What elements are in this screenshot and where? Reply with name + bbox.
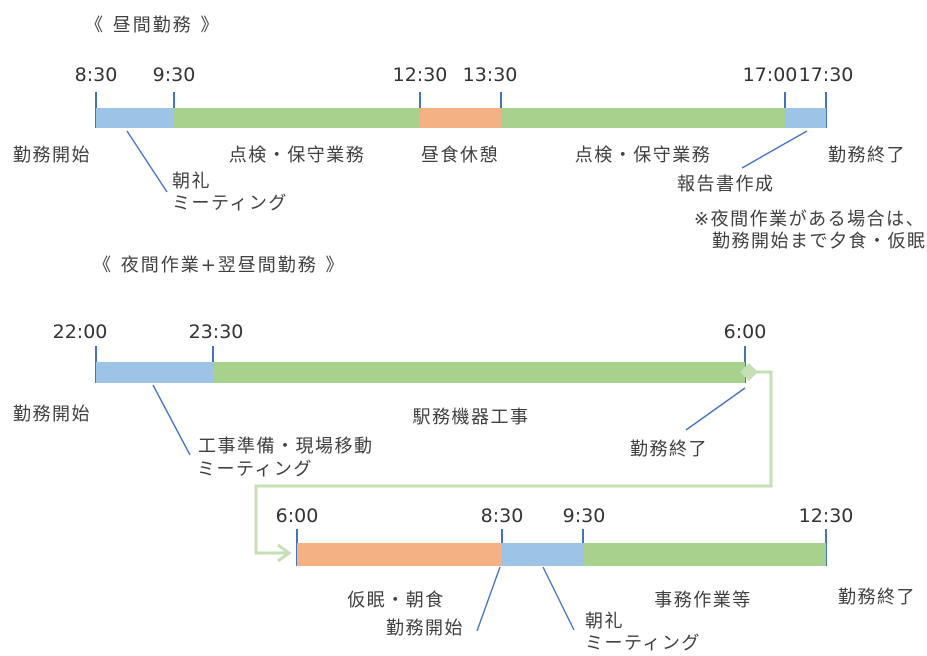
morning-label-end: 勤務終了 [838,587,916,608]
night-label-construction: 駅務機器工事 [412,407,530,428]
morning-segment-nap [297,543,502,566]
morning-tick-1230 [825,529,827,566]
morning-time-1230: 12:30 [798,505,854,527]
leader-night-end [685,387,746,431]
leader-day-meeting [126,130,168,193]
morning-segment-meeting [502,543,583,566]
day-segment-inspection-1 [174,108,420,128]
day-label-inspection-2: 点検・保守業務 [574,145,712,166]
day-note-line1: ※夜間作業がある場合は、 [694,209,926,230]
day-callout-report: 報告書作成 [677,174,775,195]
connector-arrowhead-icon [277,543,292,563]
morning-time-0930: 9:30 [562,505,606,527]
morning-time-0830: 8:30 [480,505,524,527]
day-callout-meeting-line2: ミーティング [172,193,288,214]
night-time-2330: 23:30 [188,321,244,343]
day-section-title: 《 昼間勤務 》 [85,15,221,36]
day-tick-1730 [825,92,827,128]
leader-night-prep [152,384,191,456]
night-section-title: 《 夜間作業+翌昼間勤務 》 [93,255,346,276]
day-time-0830: 8:30 [74,64,118,86]
morning-callout-meeting-line1: 朝礼 [585,611,624,632]
morning-callout-meeting-line2: ミーティング [585,633,701,654]
morning-label-office: 事務作業等 [654,590,752,611]
day-segment-morning-meeting [96,108,174,128]
night-label-start: 勤務開始 [13,404,91,425]
morning-segment-office [583,543,826,566]
day-time-1330: 13:30 [462,64,518,86]
morning-label-start: 勤務開始 [386,618,464,639]
morning-label-nap: 仮眠・朝食 [347,590,445,611]
night-label-end: 勤務終了 [630,439,708,460]
day-segment-inspection-2 [501,108,785,128]
morning-time-0600: 6:00 [275,505,319,527]
night-segment-prep [96,362,213,383]
day-label-start: 勤務開始 [13,145,91,166]
leader-morning-meeting [542,566,575,631]
day-label-inspection-1: 点検・保守業務 [228,145,366,166]
night-callout-prep-line2: ミーティング [197,459,313,480]
day-time-1230: 12:30 [392,64,448,86]
day-callout-meeting-line1: 朝礼 [172,171,211,192]
day-note-line2: 勤務開始まで夕食・仮眠 [712,231,927,252]
leader-day-report [741,130,808,169]
day-segment-report [785,108,826,128]
day-label-lunch: 昼食休憩 [421,145,499,166]
day-segment-lunch [420,108,501,128]
day-label-end: 勤務終了 [828,145,906,166]
leader-morning-start [476,566,501,632]
day-time-1730: 17:30 [798,64,854,86]
night-segment-construction [213,362,745,383]
day-time-1700: 17:00 [742,64,798,86]
night-time-2200: 22:00 [52,321,108,343]
day-time-0930: 9:30 [152,64,196,86]
night-time-0600: 6:00 [723,321,767,343]
